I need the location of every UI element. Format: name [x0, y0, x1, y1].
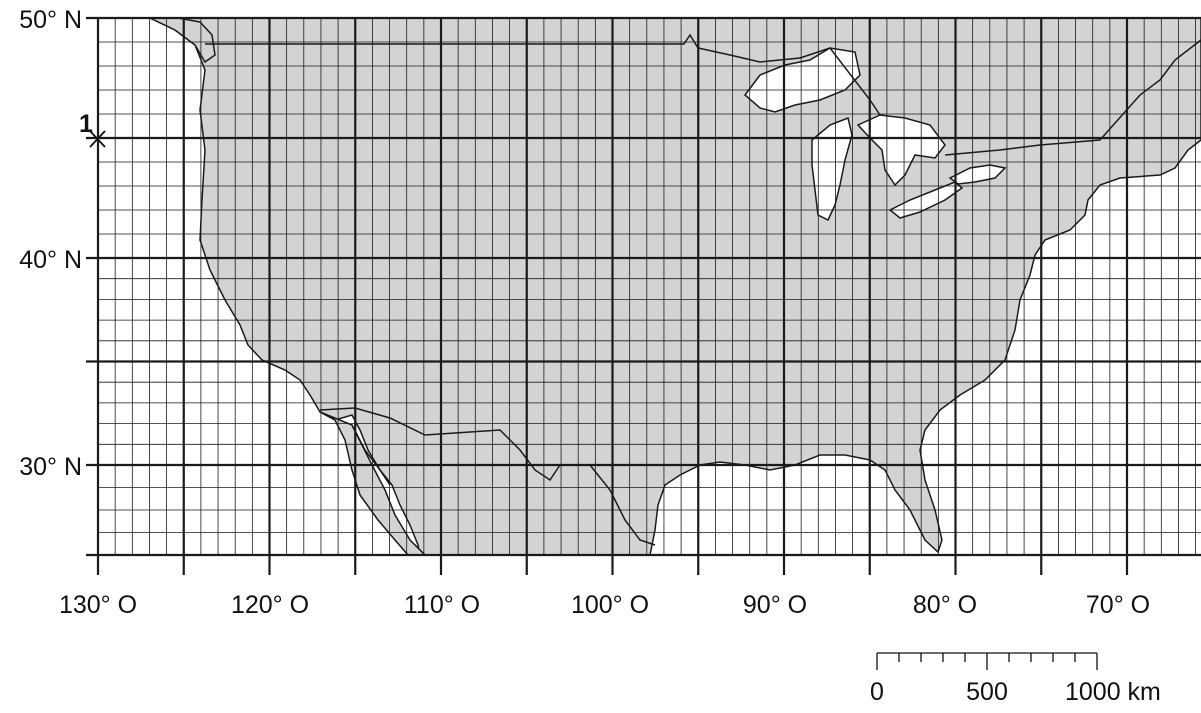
great-lakes [743, 47, 1007, 222]
scale-label-0: 0 [870, 678, 884, 706]
lon-label-110: 110° O [404, 591, 480, 619]
lake-erie [888, 181, 964, 219]
vancouver-island [149, 17, 216, 64]
lat-label-50: 50° N [19, 6, 82, 34]
lake-huron [856, 114, 946, 187]
land-group [149, 17, 1201, 556]
longitude-labels: 130° O 120° O 110° O 100° O 90° O 80° O … [59, 591, 1150, 619]
scale-bar [876, 652, 1098, 670]
point-label: 1 [79, 110, 93, 138]
lake-ontario [948, 164, 1007, 185]
lon-label-70: 70° O [1086, 591, 1150, 619]
point-cross-b [89, 130, 106, 148]
lon-label-130: 130° O [59, 591, 137, 619]
lat-label-30: 30° N [19, 453, 82, 481]
scale-label-500: 500 [966, 678, 1008, 706]
latitude-labels: 50° N 40° N 30° N [19, 6, 82, 481]
land-mass [149, 17, 1201, 556]
point-marker: 1 [79, 110, 106, 148]
lat-label-40: 40° N [19, 246, 82, 274]
lon-label-90: 90° O [743, 591, 807, 619]
lon-label-80: 80° O [913, 591, 977, 619]
major-grid [86, 16, 1201, 575]
scale-label-1000: 1000 km [1065, 678, 1161, 706]
lon-label-120: 120° O [231, 591, 309, 619]
lon-label-100: 100° O [571, 591, 649, 619]
